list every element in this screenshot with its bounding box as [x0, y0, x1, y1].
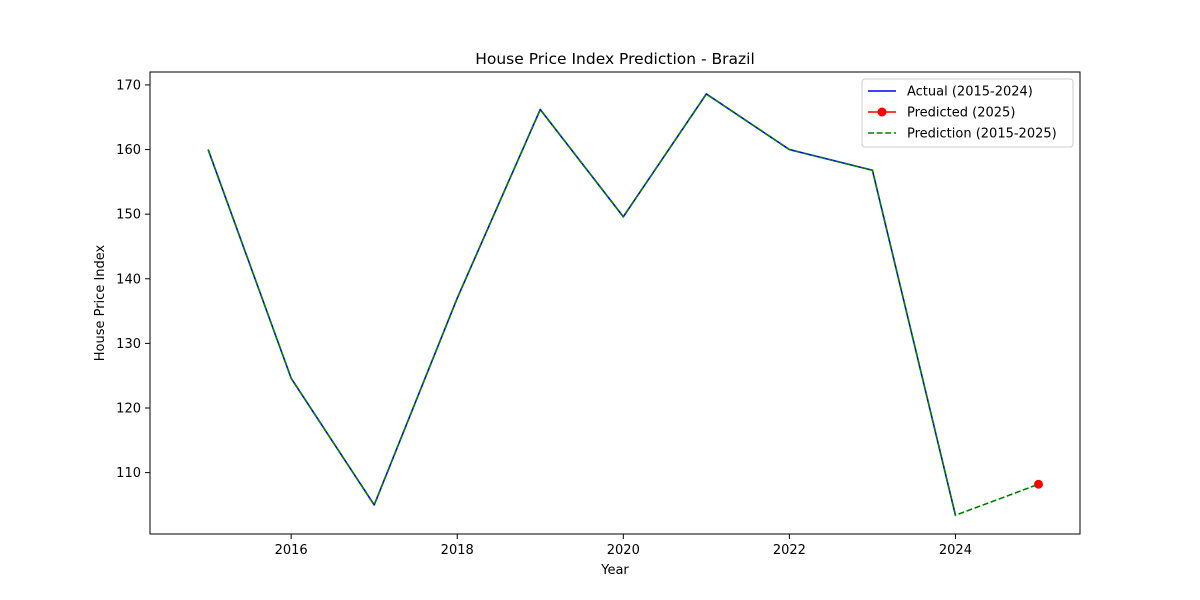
plot-area	[207, 92, 1043, 517]
y-tick-label: 130	[116, 337, 141, 352]
x-axis: 2016 2018 2020 2022 2024	[275, 534, 972, 558]
x-tick-label: 2020	[607, 543, 640, 558]
legend: Actual (2015-2024) Predicted (2025) Predic…	[861, 78, 1074, 148]
y-tick-label: 120	[116, 402, 141, 417]
legend-label: Actual (2015-2024)	[907, 85, 1033, 100]
legend-marker	[877, 107, 887, 117]
legend-box	[861, 78, 1074, 148]
y-tick-label: 150	[116, 208, 141, 223]
plot-frame	[149, 71, 1081, 535]
y-tick-label: 140	[116, 272, 141, 287]
x-tick-label: 2018	[441, 543, 474, 558]
predicted-point	[1033, 479, 1043, 489]
y-axis: 110 120 130 140 150 160 170	[116, 78, 150, 481]
x-tick-label: 2022	[773, 543, 806, 558]
x-axis-label: Year	[600, 563, 629, 578]
chart-title: House Price Index Prediction - Brazil	[475, 50, 755, 68]
series-line-prediction	[207, 92, 1039, 517]
x-tick-label: 2024	[939, 543, 972, 558]
y-tick-label: 160	[116, 143, 141, 158]
y-tick-label: 110	[116, 466, 141, 481]
legend-label: Predicted (2025)	[907, 106, 1015, 121]
legend-label: Prediction (2015-2025)	[907, 127, 1057, 142]
x-tick-label: 2016	[275, 543, 308, 558]
y-axis-label: House Price Index	[93, 244, 108, 361]
y-tick-label: 170	[116, 78, 141, 93]
